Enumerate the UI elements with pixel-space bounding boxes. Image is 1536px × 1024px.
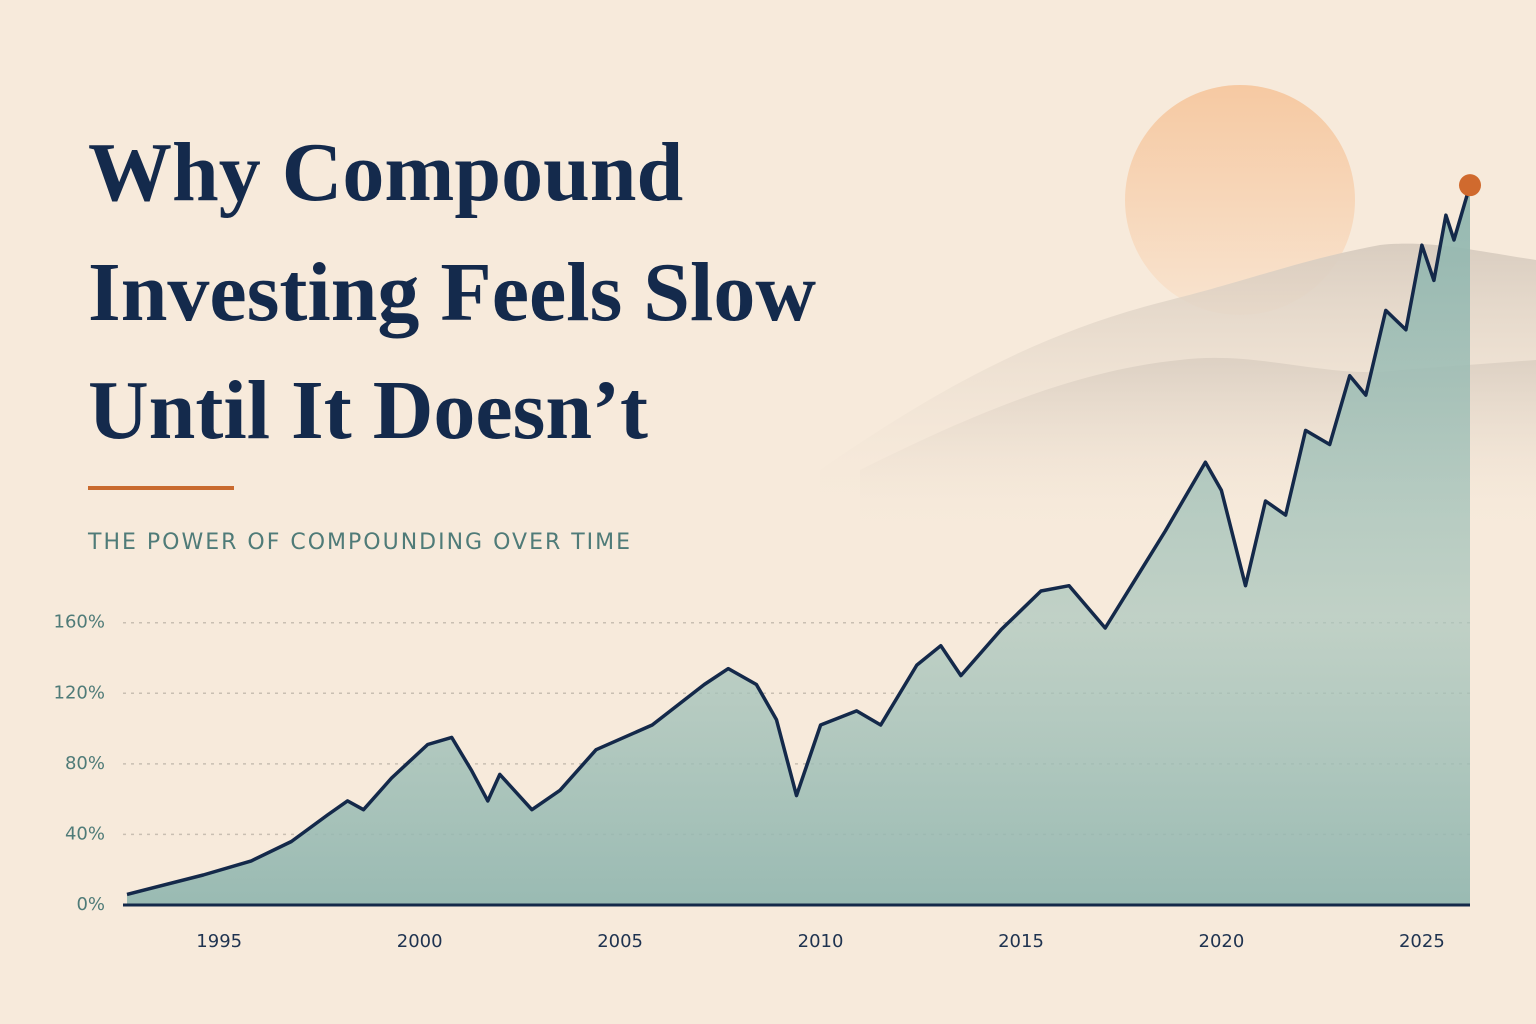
x-tick-label: 2025 xyxy=(1399,931,1445,952)
sun xyxy=(1125,85,1355,315)
y-tick-label: 120% xyxy=(54,682,105,703)
x-tick-label: 2020 xyxy=(1199,931,1245,952)
accent-rule xyxy=(88,486,234,490)
subtitle: THE POWER OF COMPOUNDING OVER TIME xyxy=(87,530,632,555)
x-tick-label: 2010 xyxy=(798,931,844,952)
x-tick-label: 2000 xyxy=(397,931,443,952)
title-line: Investing Feels Slow xyxy=(88,246,816,339)
y-tick-label: 40% xyxy=(65,823,105,844)
line xyxy=(126,184,1472,897)
x-tick-label: 1995 xyxy=(196,931,242,952)
area xyxy=(127,185,1470,905)
y-tick-label: 160% xyxy=(54,612,105,633)
y-tick-label: 0% xyxy=(76,894,105,915)
title-line: Why Compound xyxy=(88,126,683,219)
x-tick-label: 2005 xyxy=(597,931,643,952)
x-tick-label: 2015 xyxy=(998,931,1044,952)
y-tick-label: 80% xyxy=(65,753,105,774)
end-marker xyxy=(1459,174,1481,197)
title-line: Until It Doesn’t xyxy=(88,364,648,457)
